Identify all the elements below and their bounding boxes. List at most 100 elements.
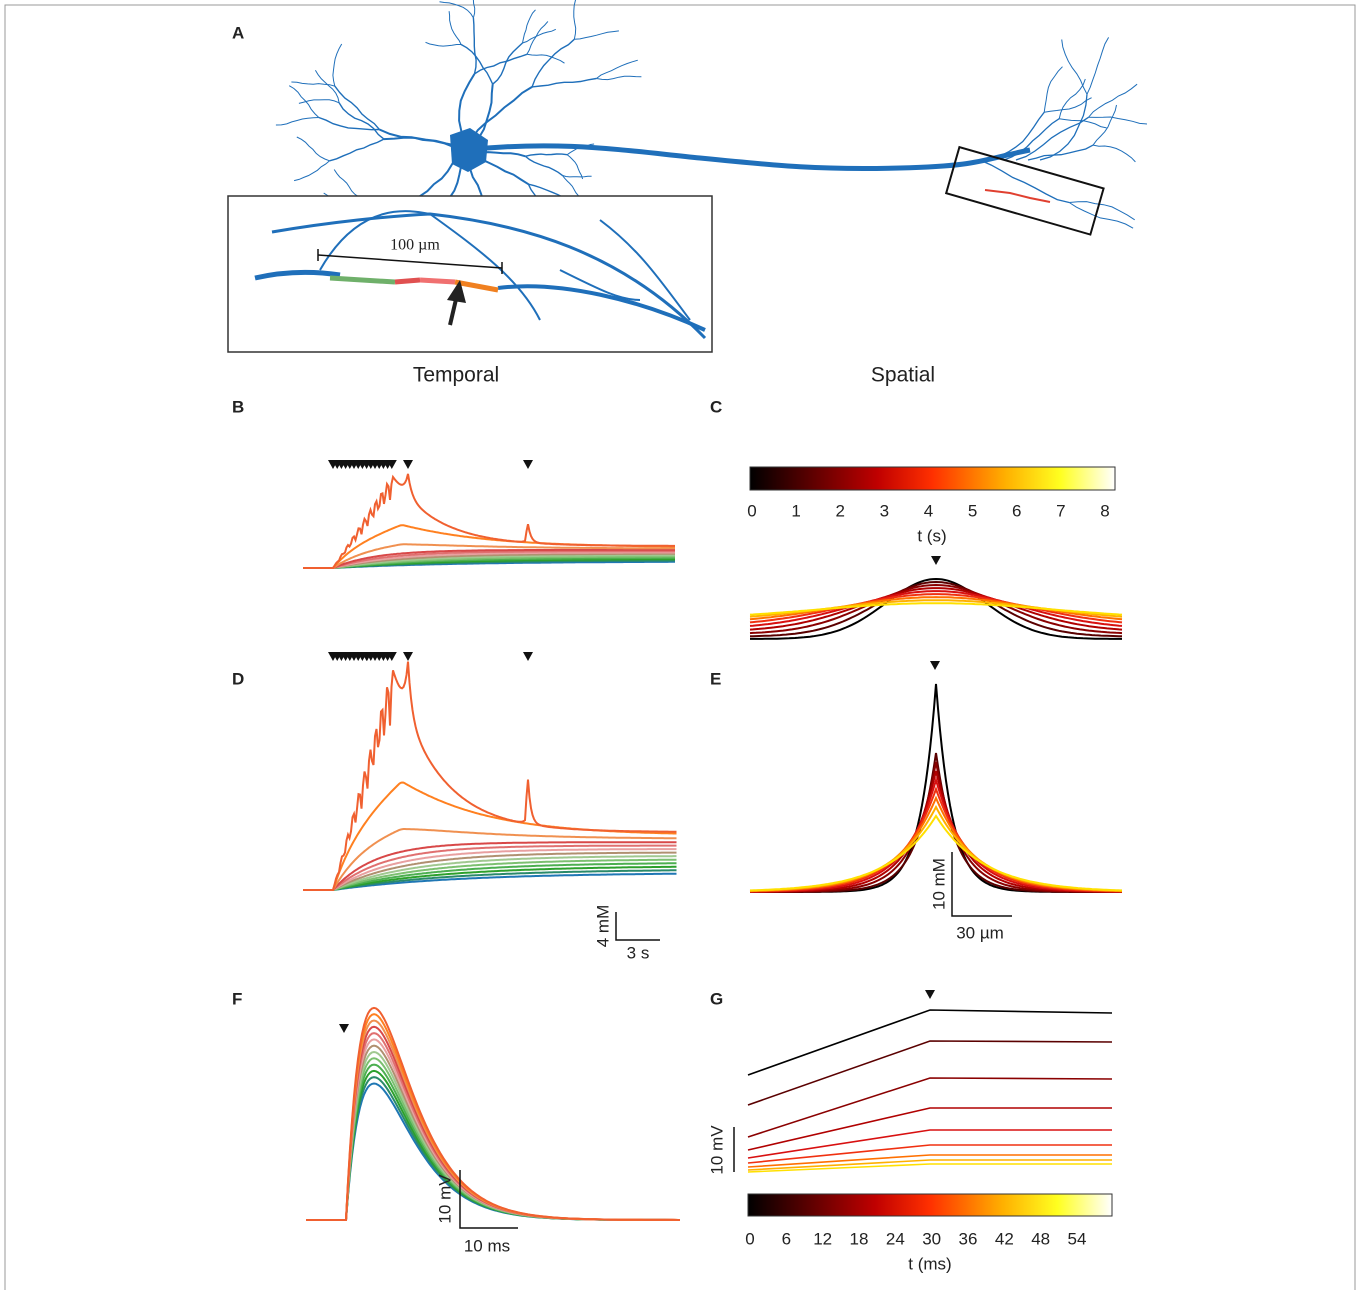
dendrite bbox=[527, 21, 548, 54]
colorbar-tick-label: 30 bbox=[922, 1229, 941, 1248]
dendrite bbox=[449, 11, 461, 44]
dendrite bbox=[335, 86, 380, 129]
stimulus-marker bbox=[403, 460, 413, 469]
column-title: Temporal bbox=[413, 364, 499, 387]
dendrite bbox=[532, 39, 574, 87]
colorbar-tick-label: 12 bbox=[813, 1229, 832, 1248]
dendrite bbox=[574, 0, 578, 39]
trace bbox=[750, 585, 1122, 633]
stimulus-marker bbox=[931, 556, 941, 565]
scale-label: 10 mV bbox=[707, 1125, 726, 1175]
dendrite bbox=[440, 2, 474, 18]
colorbar bbox=[748, 1194, 1112, 1216]
dendrite bbox=[1069, 203, 1133, 229]
dendrite bbox=[339, 103, 384, 139]
dendrite bbox=[426, 42, 462, 46]
trace bbox=[748, 1108, 1112, 1150]
dendrite bbox=[527, 54, 565, 63]
dendrite bbox=[330, 139, 384, 161]
colorbar-tick-label: 48 bbox=[1031, 1229, 1050, 1248]
dendrite bbox=[461, 45, 493, 85]
colorbar-tick-label: 0 bbox=[747, 501, 756, 520]
panel-label: G bbox=[710, 989, 723, 1008]
dendrite bbox=[297, 137, 330, 161]
dendrite bbox=[1089, 117, 1148, 124]
trace bbox=[748, 1041, 1112, 1105]
panel-label: E bbox=[710, 669, 721, 688]
panel-label: A bbox=[232, 23, 244, 42]
column-title: Spatial bbox=[871, 364, 935, 387]
dendrite bbox=[1028, 145, 1093, 160]
dendrite bbox=[596, 76, 641, 79]
dendrite bbox=[1059, 119, 1106, 128]
dendrite bbox=[1059, 79, 1085, 119]
trace bbox=[748, 1160, 1112, 1170]
dendrite bbox=[475, 54, 527, 74]
stimulus-marker bbox=[523, 652, 533, 661]
dendrite bbox=[1062, 40, 1087, 95]
dendrite bbox=[596, 60, 637, 78]
dendrite bbox=[473, 0, 475, 18]
dendrite bbox=[532, 79, 596, 87]
scale-label: 10 ms bbox=[464, 1236, 510, 1255]
stimulus-marker bbox=[339, 1024, 349, 1033]
dendrite bbox=[562, 175, 580, 198]
stimulus-marker bbox=[403, 652, 413, 661]
scale-label: 10 mV bbox=[435, 1174, 454, 1224]
dendrite bbox=[562, 175, 591, 177]
colorbar bbox=[750, 467, 1115, 490]
colorbar-tick-label: 8 bbox=[1100, 501, 1109, 520]
dendrite bbox=[1069, 202, 1135, 220]
figure: A B C D E F G Temporal Spatial 100 µm t … bbox=[0, 0, 1360, 1290]
dendrite bbox=[334, 170, 359, 197]
colorbar-tick-label: 7 bbox=[1056, 501, 1065, 520]
colorbar-tick-label: 36 bbox=[959, 1229, 978, 1248]
colorbar-tick-label: 6 bbox=[782, 1229, 791, 1248]
zoom-box bbox=[946, 147, 1103, 234]
dendrite bbox=[574, 31, 619, 39]
stimulus-marker bbox=[930, 661, 940, 670]
panel-label: D bbox=[232, 669, 244, 688]
dendrite bbox=[473, 18, 476, 74]
colorbar-label: t (s) bbox=[917, 526, 946, 545]
dendrite bbox=[333, 44, 342, 86]
dendrite bbox=[1044, 67, 1062, 113]
neurite bbox=[420, 280, 455, 282]
dendrite bbox=[276, 118, 319, 126]
dendrite bbox=[567, 155, 582, 179]
dendrite bbox=[294, 161, 330, 181]
scale-label: 4 mM bbox=[593, 905, 612, 948]
dendrite bbox=[525, 154, 567, 156]
colorbar-tick-label: 42 bbox=[995, 1229, 1014, 1248]
scale-label: 3 s bbox=[627, 943, 650, 962]
colorbar-tick-label: 3 bbox=[880, 501, 889, 520]
colorbar-tick-label: 54 bbox=[1068, 1229, 1087, 1248]
panel-label: F bbox=[232, 989, 242, 1008]
neurite bbox=[395, 280, 420, 282]
scale-label: 100 µm bbox=[390, 237, 440, 254]
soma bbox=[450, 128, 488, 172]
stimulus-marker bbox=[523, 460, 533, 469]
colorbar-tick-label: 1 bbox=[791, 501, 800, 520]
panel-label: B bbox=[232, 397, 244, 416]
trace bbox=[306, 1084, 680, 1221]
traces bbox=[303, 460, 1122, 1220]
dendrite bbox=[1087, 37, 1109, 94]
panel-label: C bbox=[710, 397, 722, 416]
colorbar-tick-label: 24 bbox=[886, 1229, 905, 1248]
segment bbox=[985, 190, 1050, 202]
colorbar-tick-label: 0 bbox=[745, 1229, 754, 1248]
colorbar-tick-label: 2 bbox=[836, 501, 845, 520]
dendrite bbox=[319, 118, 380, 130]
colorbar-tick-label: 4 bbox=[924, 501, 933, 520]
trace bbox=[748, 1164, 1112, 1172]
dendrite bbox=[1089, 84, 1138, 117]
colorbar-tick-label: 5 bbox=[968, 501, 977, 520]
stimulus-marker bbox=[925, 990, 935, 999]
scale-label: 10 mM bbox=[929, 858, 948, 910]
axon bbox=[466, 146, 1030, 169]
colorbar-tick-label: 18 bbox=[850, 1229, 869, 1248]
colorbar-label: t (ms) bbox=[908, 1254, 951, 1273]
trace bbox=[748, 1130, 1112, 1158]
dendrite bbox=[525, 156, 562, 175]
